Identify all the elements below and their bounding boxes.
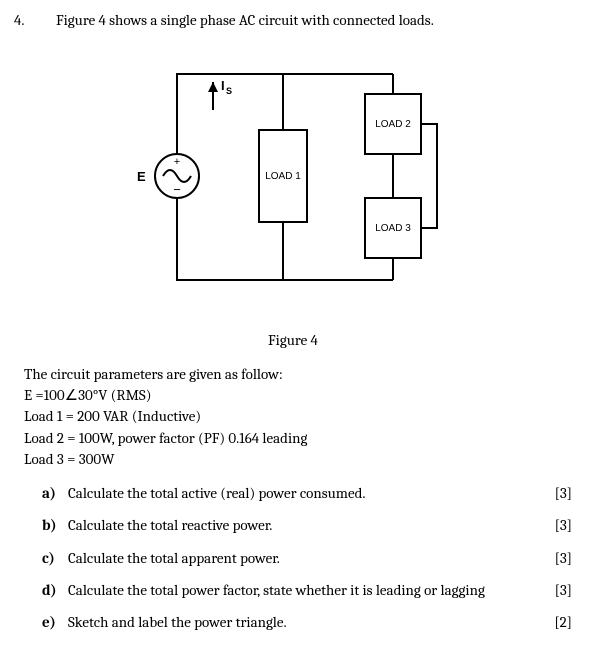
subpart-letter: d)	[42, 580, 68, 600]
subpart-marks: [3]	[540, 580, 572, 600]
subpart: b)Calculate the total reactive power.[3]	[42, 515, 572, 535]
svg-text:S: S	[226, 86, 232, 96]
param-line: Load 1 = 200 VAR (Inductive)	[24, 406, 572, 426]
parameters-block: The circuit parameters are given as foll…	[24, 364, 572, 469]
subpart-marks: [2]	[540, 612, 572, 632]
param-line: Load 2 = 100W, power factor (PF) 0.164 l…	[24, 428, 572, 448]
subparts-list: a)Calculate the total active (real) powe…	[42, 483, 572, 632]
svg-text:E: E	[137, 169, 146, 184]
svg-text:LOAD 1: LOAD 1	[265, 171, 301, 182]
subpart-marks: [3]	[540, 483, 572, 503]
question-header: 4. Figure 4 shows a single phase AC circ…	[14, 10, 572, 30]
svg-text:I: I	[221, 78, 225, 93]
subpart-text: Calculate the total reactive power.	[68, 515, 540, 535]
question-number: 4.	[14, 10, 56, 30]
subpart: d)Calculate the total power factor, stat…	[42, 580, 572, 600]
subpart-text: Sketch and label the power triangle.	[68, 612, 540, 632]
page: 4. Figure 4 shows a single phase AC circ…	[0, 0, 600, 657]
subpart-text: Calculate the total apparent power.	[68, 548, 540, 568]
figure-caption: Figure 4	[14, 330, 572, 350]
subpart-letter: b)	[42, 515, 68, 535]
subpart-letter: c)	[42, 548, 68, 568]
subpart: e)Sketch and label the power triangle.[2…	[42, 612, 572, 632]
subpart: c)Calculate the total apparent power.[3]	[42, 548, 572, 568]
svg-text:−: −	[173, 182, 181, 197]
param-line: Load 3 = 300W	[24, 449, 572, 469]
circuit-svg: + − E IS LOAD 1 LOAD 2 LOAD 3	[93, 38, 493, 318]
question-prompt: Figure 4 shows a single phase AC circuit…	[56, 10, 572, 30]
svg-text:LOAD 3: LOAD 3	[375, 223, 411, 234]
figure-4: + − E IS LOAD 1 LOAD 2 LOAD 3	[14, 38, 572, 323]
subpart-letter: e)	[42, 612, 68, 632]
subpart: a)Calculate the total active (real) powe…	[42, 483, 572, 503]
svg-text:+: +	[174, 156, 180, 168]
svg-text:LOAD 2: LOAD 2	[375, 119, 411, 130]
subpart-text: Calculate the total power factor, state …	[68, 580, 540, 600]
subpart-text: Calculate the total active (real) power …	[68, 483, 540, 503]
subpart-marks: [3]	[540, 548, 572, 568]
param-line: The circuit parameters are given as foll…	[24, 364, 572, 384]
subpart-marks: [3]	[540, 515, 572, 535]
subpart-letter: a)	[42, 483, 68, 503]
param-line: E =100∠30°V (RMS)	[24, 385, 572, 405]
